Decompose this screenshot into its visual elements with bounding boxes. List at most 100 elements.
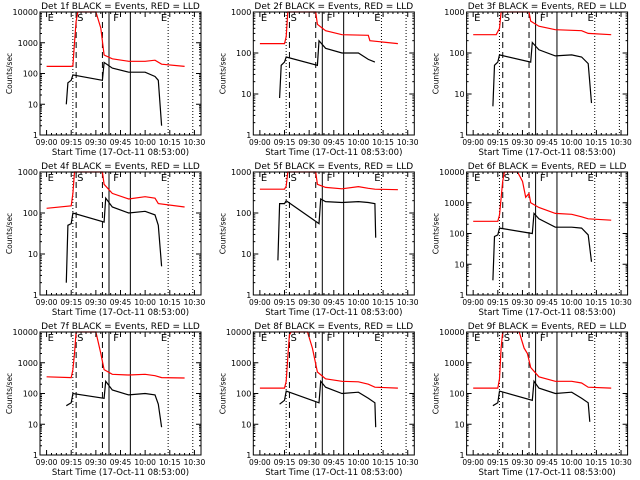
- y-tick-label: 10: [454, 260, 464, 269]
- y-tick-label: 10: [454, 90, 464, 99]
- y-tick-label: 1000: [231, 8, 251, 17]
- y-tick-label: 100: [236, 390, 251, 399]
- event-marker-f: F: [113, 13, 119, 24]
- event-marker-s: S: [77, 13, 83, 24]
- y-tick-label: 10000: [226, 328, 251, 337]
- y-tick-label: 10: [28, 420, 38, 429]
- y-tick-label: 10: [241, 420, 251, 429]
- x-axis-label: Start Time (17-Oct-11 08:53:00): [265, 468, 402, 478]
- y-tick-label: 10: [241, 250, 251, 259]
- panel-title: Det 6f BLACK = Events, RED = LLD: [468, 162, 627, 172]
- plot-frame: [252, 331, 415, 456]
- y-tick-label: 10000: [439, 328, 464, 337]
- y-tick-label: 1: [33, 131, 38, 140]
- x-tick-label: 09:15: [60, 138, 82, 147]
- x-tick-label: 09:30: [512, 138, 534, 147]
- y-tick-label: 1000: [444, 199, 464, 208]
- y-tick-label: 100: [236, 49, 251, 58]
- x-tick-label: 10:30: [397, 458, 419, 467]
- x-tick-label: 10:00: [561, 458, 583, 467]
- panel-title: Det 8f BLACK = Events, RED = LLD: [254, 322, 413, 332]
- event-marker-s: S: [290, 13, 296, 24]
- event-marker-e: E: [474, 333, 480, 344]
- x-tick-label: 10:30: [184, 458, 206, 467]
- event-marker-s: S: [504, 333, 510, 344]
- x-tick-label: 10:30: [397, 298, 419, 307]
- series-events: [492, 211, 593, 281]
- x-tick-label: 10:00: [348, 298, 370, 307]
- plot-frame: [466, 11, 629, 136]
- y-tick-label: 100: [449, 230, 464, 239]
- plot-frame: [39, 331, 202, 456]
- x-tick-label: 10:15: [159, 458, 181, 467]
- panel-title: Det 7f BLACK = Events, RED = LLD: [41, 322, 200, 332]
- x-tick-label: 09:00: [249, 138, 271, 147]
- x-tick-label: 09:00: [36, 138, 58, 147]
- x-tick-label: 09:15: [60, 458, 82, 467]
- x-tick-label: 10:00: [561, 298, 583, 307]
- x-tick-label: 09:30: [298, 138, 320, 147]
- y-tick-label: 1: [33, 291, 38, 300]
- x-tick-label: 10:00: [348, 138, 370, 147]
- y-tick-label: 10: [454, 420, 464, 429]
- y-axis-label: Counts/sec: [5, 213, 14, 254]
- event-marker-f: F: [113, 173, 119, 184]
- x-tick-label: 09:15: [60, 298, 82, 307]
- x-tick-label: 09:00: [462, 138, 484, 147]
- y-axis-label: Counts/sec: [5, 53, 14, 94]
- y-tick-label: 100: [449, 390, 464, 399]
- x-tick-label: 09:45: [110, 458, 132, 467]
- event-marker-s: S: [77, 333, 83, 344]
- event-marker-e: E: [161, 333, 167, 344]
- series-events: [65, 61, 163, 126]
- event-marker-f: F: [540, 173, 546, 184]
- event-marker-s: S: [290, 173, 296, 184]
- x-tick-label: 09:45: [323, 138, 345, 147]
- event-marker-e: E: [261, 173, 267, 184]
- series-events: [492, 379, 591, 422]
- x-tick-label: 09:00: [462, 298, 484, 307]
- x-tick-label: 10:30: [397, 138, 419, 147]
- panel-title: Det 4f BLACK = Events, RED = LLD: [41, 162, 200, 172]
- event-marker-e: E: [474, 13, 480, 24]
- event-marker-e: E: [261, 13, 267, 24]
- x-tick-label: 09:00: [249, 458, 271, 467]
- y-tick-label: 10000: [439, 168, 464, 177]
- y-axis-label: Counts/sec: [5, 373, 14, 414]
- event-marker-f: F: [540, 13, 546, 24]
- y-axis-label: Counts/sec: [218, 53, 227, 94]
- x-tick-label: 09:30: [85, 138, 107, 147]
- event-marker-e: E: [261, 333, 267, 344]
- y-tick-label: 100: [449, 49, 464, 58]
- y-tick-label: 100: [236, 209, 251, 218]
- y-tick-label: 1: [246, 291, 251, 300]
- x-tick-label: 10:15: [586, 138, 608, 147]
- plot-frame: [466, 331, 629, 456]
- x-tick-label: 09:30: [512, 298, 534, 307]
- plot-frame: [252, 171, 415, 296]
- x-tick-label: 10:00: [561, 138, 583, 147]
- x-axis-label: Start Time (17-Oct-11 08:53:00): [265, 148, 402, 158]
- series-events: [65, 196, 163, 283]
- x-tick-label: 09:45: [536, 298, 558, 307]
- x-axis-label: Start Time (17-Oct-11 08:53:00): [52, 308, 189, 318]
- series-events: [65, 379, 163, 428]
- event-marker-f: F: [540, 333, 546, 344]
- series-lld: [473, 331, 612, 389]
- y-tick-label: 1000: [231, 359, 251, 368]
- x-tick-label: 09:15: [274, 458, 296, 467]
- x-tick-label: 09:15: [487, 138, 509, 147]
- x-tick-label: 09:15: [487, 298, 509, 307]
- y-tick-label: 100: [23, 390, 38, 399]
- panel-title: Det 9f BLACK = Events, RED = LLD: [468, 322, 627, 332]
- panel-title: Det 5f BLACK = Events, RED = LLD: [254, 162, 413, 172]
- plot-frame: [39, 171, 202, 296]
- event-marker-e: E: [374, 333, 380, 344]
- event-marker-e: E: [588, 13, 594, 24]
- y-tick-label: 1: [246, 451, 251, 460]
